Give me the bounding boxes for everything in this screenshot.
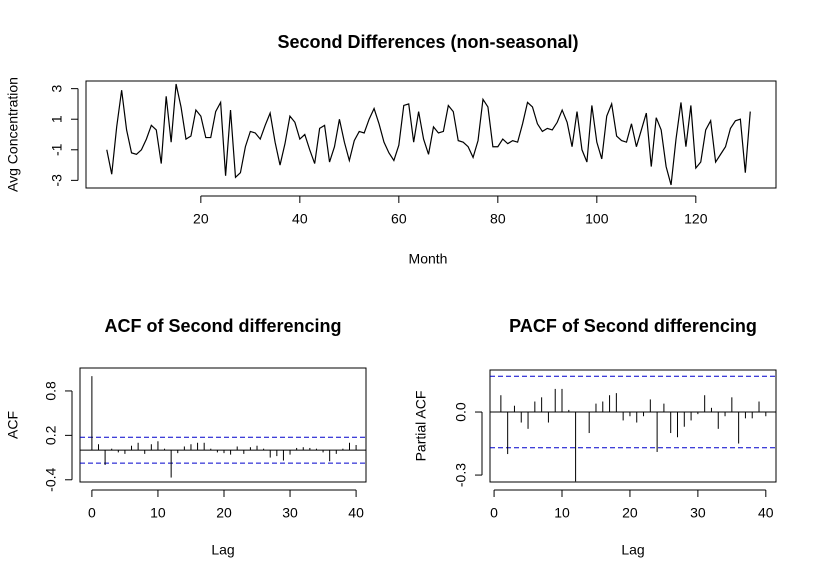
data-line (106, 83, 751, 186)
y-tick-label: 0.0 (453, 402, 469, 422)
y-axis-label: ACF (5, 411, 21, 439)
x-tick-label: 20 (622, 505, 638, 521)
y-tick-label: 3 (49, 85, 65, 93)
x-tick-label: 10 (554, 505, 570, 521)
plot-frame (489, 369, 777, 483)
chart-title: Second Differences (non-seasonal) (277, 32, 578, 52)
y-tick-label: -1 (49, 143, 65, 156)
y-tick-label: -3 (49, 174, 65, 187)
x-tick-label: 0 (490, 505, 498, 521)
x-tick-label: 120 (684, 211, 708, 227)
y-tick-label: 0.8 (43, 381, 59, 401)
x-tick-label: 20 (193, 211, 209, 227)
x-tick-label: 40 (348, 505, 364, 521)
y-tick-label: -0.3 (453, 463, 469, 487)
plot-frame (79, 367, 367, 483)
x-tick-label: 0 (88, 505, 96, 521)
x-axis-label: Lag (211, 542, 234, 558)
chart-title: PACF of Second differencing (509, 316, 757, 336)
y-axis-label: Avg Concentration (5, 77, 21, 192)
chart-title: ACF of Second differencing (104, 316, 341, 336)
x-tick-label: 40 (758, 505, 774, 521)
x-tick-label: 30 (690, 505, 706, 521)
plot-frame (85, 80, 777, 189)
x-axis-label: Lag (621, 542, 644, 558)
x-tick-label: 80 (490, 211, 506, 227)
x-tick-label: 10 (150, 505, 166, 521)
x-tick-label: 60 (391, 211, 407, 227)
y-tick-label: 0.2 (43, 425, 59, 445)
y-tick-label: 1 (49, 115, 65, 123)
x-tick-label: 100 (585, 211, 609, 227)
y-tick-label: -0.4 (43, 468, 59, 492)
x-tick-label: 20 (216, 505, 232, 521)
x-axis-label: Month (409, 251, 448, 267)
x-tick-label: 30 (282, 505, 298, 521)
x-tick-label: 40 (292, 211, 308, 227)
y-axis-label: Partial ACF (413, 391, 429, 462)
